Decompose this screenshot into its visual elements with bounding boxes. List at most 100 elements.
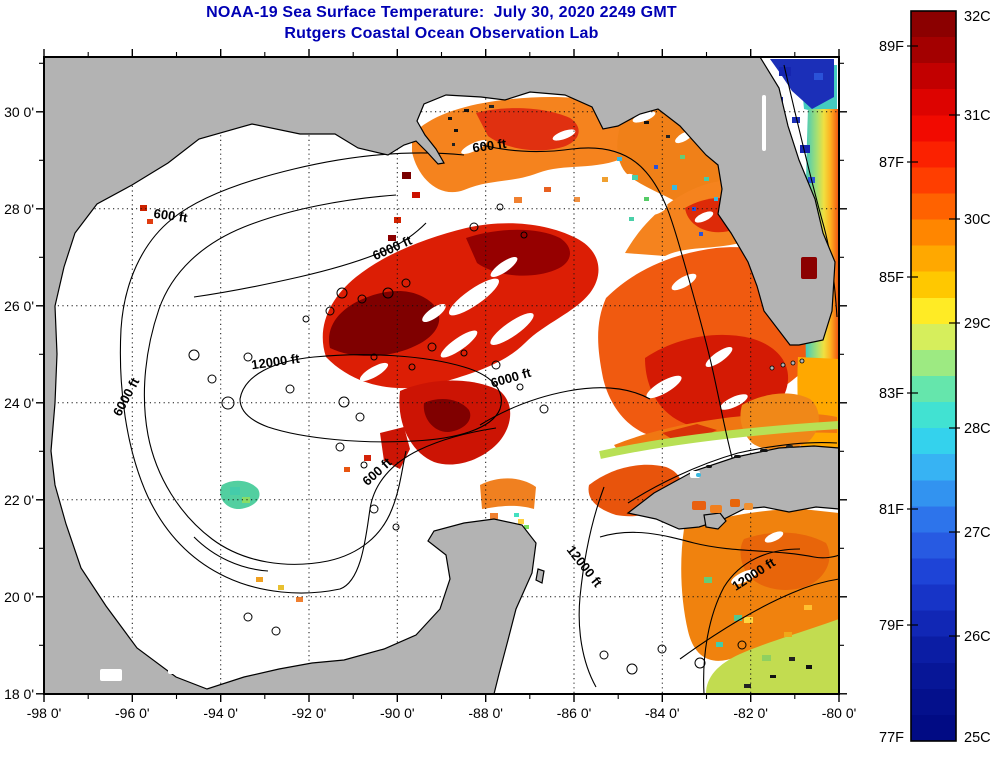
colorbar-celsius-label: 27C [964, 525, 991, 541]
contour-loop [599, 650, 609, 660]
contour-loop [302, 315, 310, 323]
sst-speckle [806, 665, 812, 669]
coastal-overlay [706, 465, 712, 468]
sst-speckle [388, 235, 396, 241]
sst-speckle [524, 525, 529, 529]
contour-loop [207, 374, 217, 384]
coastal-overlay [696, 473, 701, 477]
sst-speckle [514, 197, 522, 203]
cloud-gap [764, 531, 784, 543]
cloud-gap [720, 394, 748, 410]
contour-loop [737, 640, 747, 650]
contour-loop [382, 287, 394, 299]
sst-speckle [734, 615, 742, 621]
colorbar-fahrenheit-label: 83F [879, 386, 904, 402]
colorbar-celsius-label: 25C [964, 730, 991, 746]
sst-speckle [666, 135, 670, 138]
sst-speckle [514, 513, 519, 517]
sst-speckle [784, 632, 792, 637]
coastal-overlay [762, 95, 766, 151]
contour-loop [357, 294, 367, 304]
sst-speckle [602, 177, 608, 182]
sst-speckle [800, 145, 810, 153]
cloud-gap [449, 278, 499, 316]
cloud-gap [523, 348, 565, 376]
coastal-overlay [786, 445, 793, 448]
map-title: NOAA-19 Sea Surface Temperature: July 30… [206, 4, 677, 21]
sst-speckle [242, 497, 250, 503]
sst-speckle [256, 577, 263, 582]
contour-loop [335, 442, 345, 452]
coastal-overlay [692, 501, 706, 510]
island [769, 365, 775, 371]
bathymetry-contour [578, 486, 605, 688]
coastal-overlay [168, 669, 175, 674]
sst-patch [466, 229, 571, 276]
contour-loop [338, 396, 350, 408]
sst-patch [329, 291, 440, 357]
y-axis-label: 22 0' [4, 492, 34, 508]
contour-loop [325, 306, 335, 316]
contour-loop [336, 287, 348, 299]
bathymetry-contour [627, 441, 838, 504]
contour-loop [355, 412, 365, 422]
contour-loop [469, 222, 479, 232]
contour-loop [657, 644, 667, 654]
contour-loop [271, 626, 281, 636]
contour-loop [408, 363, 416, 371]
sst-speckle [489, 105, 494, 108]
x-axis-label: -90 0' [380, 705, 415, 721]
sst-speckle [402, 172, 411, 179]
sst-band [599, 421, 839, 459]
colorbar-celsius-label: 31C [964, 108, 991, 124]
x-axis-label: -94 0' [203, 705, 238, 721]
sst-speckle [796, 85, 806, 93]
sst-speckle [680, 155, 685, 159]
sst-speckle [704, 577, 712, 583]
contour-loop [626, 663, 638, 675]
sst-speckle [147, 219, 153, 224]
contour-loop [369, 504, 379, 514]
sst-speckle [629, 217, 634, 221]
colorbar-celsius-label: 26C [964, 629, 991, 645]
x-axis-label: -98 0' [27, 705, 62, 721]
contour-loop [243, 612, 253, 622]
sst-patch [480, 478, 536, 509]
coastal-overlay [744, 503, 753, 510]
cloud-gap [490, 313, 534, 345]
sst-speckle [574, 197, 580, 202]
bathymetry-contour [783, 64, 838, 318]
island [790, 360, 796, 366]
colorbar-fahrenheit-label: 77F [879, 730, 904, 746]
contour-loop [460, 349, 468, 357]
sst-patch [380, 427, 410, 469]
sst-patch [740, 532, 830, 590]
coastal-overlay [760, 449, 768, 452]
sst-speckle [278, 585, 284, 590]
sst-speckle [644, 121, 649, 124]
contour-depth-label: 600 ft [472, 136, 508, 156]
colorbar-fahrenheit-label: 81F [879, 502, 904, 518]
cloud-gap [422, 303, 446, 323]
x-axis-label: -80 0' [822, 705, 857, 721]
bathymetry-contour [239, 354, 502, 443]
contour-loop [188, 349, 200, 361]
bathymetry-contour [599, 531, 839, 559]
colorbar-fahrenheit-label: 87F [879, 155, 904, 171]
x-axis-label: -88 0' [468, 705, 503, 721]
bathymetry-contour [193, 222, 427, 298]
sst-speckle [452, 143, 455, 146]
contour-loop [243, 352, 253, 362]
title-block: NOAA-19 Sea Surface Temperature: July 30… [44, 2, 839, 44]
contour-loop [694, 657, 706, 669]
contour-loop [370, 353, 378, 361]
contour-depth-label: 12000 ft [250, 351, 301, 373]
landmass [44, 57, 836, 694]
coastal-overlay [730, 499, 740, 507]
sst-speckle [490, 513, 498, 519]
sst-speckle [789, 657, 795, 661]
x-axis-label: -86 0' [557, 705, 592, 721]
cloud-gap [671, 273, 697, 291]
